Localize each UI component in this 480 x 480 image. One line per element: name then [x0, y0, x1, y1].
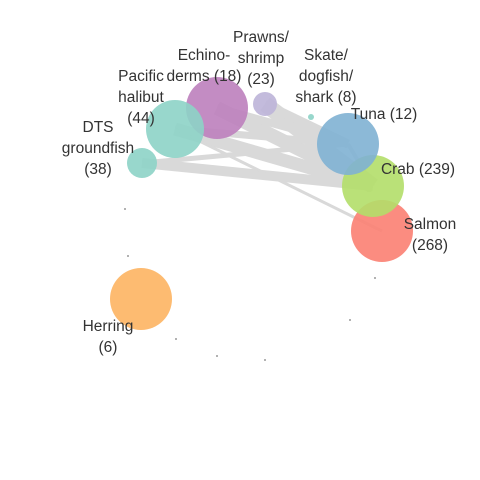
- node-label-line: halibut: [118, 89, 164, 106]
- node-label-line: (6): [99, 339, 118, 356]
- edge-dts-tuna: [141, 141, 349, 166]
- node-label-line: Pacific: [118, 68, 164, 85]
- node-herring: [110, 268, 172, 330]
- edge-dts-crab: [141, 158, 374, 191]
- edge-salmon-pacific: [174, 128, 383, 232]
- isolated-dots-layer: [124, 208, 376, 361]
- labels-layer: Prawns/shrimp (23) Skate/dogfish/shark (8)…: [62, 29, 456, 356]
- isolated-dot-3: [216, 355, 218, 357]
- node-label-skate: Skate/dogfish/shark (8): [295, 47, 356, 106]
- node-label-line: derms (18): [167, 68, 242, 85]
- isolated-dot-5: [349, 319, 351, 321]
- node-label-salmon: Salmon (268): [404, 216, 457, 254]
- node-label-echino: Echino-derms (18): [167, 47, 242, 85]
- node-label-line: Prawns/: [233, 29, 290, 46]
- node-label-pacific: Pacific halibut (44): [118, 68, 164, 127]
- isolated-dot-4: [264, 359, 266, 361]
- node-label-line: DTS: [83, 119, 114, 136]
- node-label-line: groundfish: [62, 140, 134, 157]
- node-prawns: [253, 92, 277, 116]
- node-label-line: Skate/: [304, 47, 349, 64]
- node-label-line: (268): [412, 237, 448, 254]
- node-skate: [308, 114, 314, 120]
- node-label-line: (23): [247, 71, 275, 88]
- node-label-line: (44): [127, 110, 155, 127]
- node-label-line: Echino-: [178, 47, 231, 64]
- isolated-dot-6: [374, 277, 376, 279]
- node-label-line: Crab (239): [381, 161, 455, 178]
- node-label-line: Tuna (12): [351, 106, 418, 123]
- node-label-line: Salmon: [404, 216, 457, 233]
- isolated-dot-0: [124, 208, 126, 210]
- node-label-prawns: Prawns/shrimp (23): [233, 29, 290, 88]
- nodes-layer: [110, 77, 413, 330]
- node-label-dts: DTS groundfish (38): [62, 119, 134, 178]
- node-label-line: (38): [84, 161, 112, 178]
- node-label-herring: Herring (6): [83, 318, 134, 356]
- node-label-line: dogfish/: [299, 68, 354, 85]
- edge-pacific-crab: [173, 122, 375, 193]
- node-pacific: [146, 100, 204, 158]
- isolated-dot-2: [175, 338, 177, 340]
- node-label-line: shark (8): [295, 89, 356, 106]
- node-label-line: Herring: [83, 318, 134, 335]
- node-label-tuna: Tuna (12): [351, 106, 418, 123]
- node-label-line: shrimp: [238, 50, 285, 67]
- isolated-dot-1: [127, 255, 129, 257]
- node-label-crab: Crab (239): [381, 161, 455, 178]
- node-tuna: [317, 113, 379, 175]
- node-dts: [127, 148, 157, 178]
